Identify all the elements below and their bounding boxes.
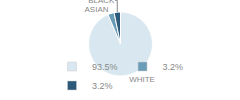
svg-text:ASIAN: ASIAN (85, 5, 109, 14)
svg-text:WHITE: WHITE (129, 75, 155, 84)
svg-text:BLACK: BLACK (88, 0, 115, 5)
svg-text:3.2%: 3.2% (163, 62, 184, 72)
svg-text:93.5%: 93.5% (92, 62, 118, 72)
svg-text:3.2%: 3.2% (92, 81, 113, 91)
